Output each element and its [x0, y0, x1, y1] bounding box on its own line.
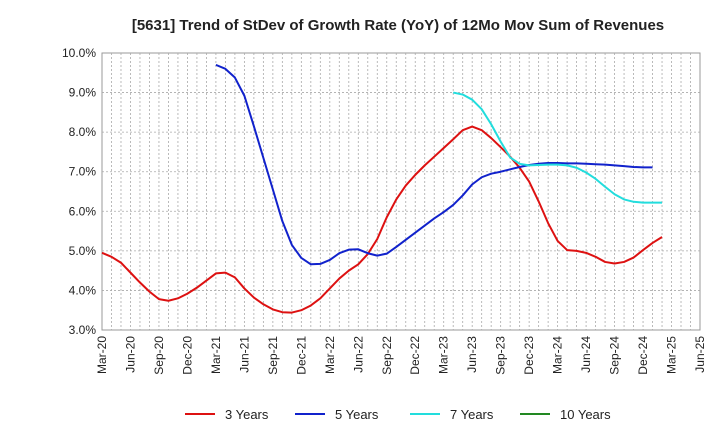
x-tick-label: Mar-22 [323, 336, 337, 374]
y-tick-label: 4.0% [69, 283, 97, 297]
series-line-3-years [101, 125, 663, 314]
y-tick-label: 10.0% [62, 46, 96, 60]
x-tick-label: Sep-20 [152, 336, 166, 375]
x-tick-label: Jun-23 [465, 336, 479, 373]
legend-label-10-years: 10 Years [560, 407, 611, 422]
chart-title: [5631] Trend of StDev of Growth Rate (Yo… [132, 17, 664, 34]
legend-label-7-years: 7 Years [450, 407, 494, 422]
x-tick-label: Mar-24 [551, 336, 565, 374]
legend-label-3-years: 3 Years [225, 407, 269, 422]
series-lines [101, 63, 663, 314]
x-tick-label: Sep-23 [494, 336, 508, 375]
x-tick-label: Dec-23 [522, 336, 536, 375]
x-tick-label: Sep-22 [380, 336, 394, 375]
x-tick-label: Jun-24 [579, 336, 593, 373]
legend: 3 Years 5 Years 7 Years 10 Years [185, 407, 611, 422]
y-tick-label: 9.0% [69, 86, 97, 100]
x-tick-label: Dec-22 [408, 336, 422, 375]
x-tick-label: Jun-25 [693, 336, 707, 373]
x-tick-label: Mar-25 [665, 336, 679, 374]
x-tick-label: Dec-20 [180, 336, 194, 375]
y-tick-label: 7.0% [69, 165, 97, 179]
x-tick-label: Jun-22 [351, 336, 365, 373]
y-tick-label: 8.0% [69, 125, 97, 139]
x-tick-label: Dec-21 [294, 336, 308, 375]
x-axis-ticks: Mar-20 Jun-20 Sep-20 Dec-20 Mar-21 Jun-21 Sep-… [95, 336, 707, 375]
x-tick-label: Sep-21 [266, 336, 280, 375]
legend-label-5-years: 5 Years [335, 407, 379, 422]
y-tick-label: 5.0% [69, 244, 97, 258]
series-line-5-years [215, 63, 653, 266]
x-tick-label: Jun-21 [237, 336, 251, 373]
x-tick-label: Mar-21 [209, 336, 223, 374]
x-tick-label: Mar-20 [95, 336, 109, 374]
x-tick-label: Sep-24 [608, 336, 622, 375]
y-tick-label: 3.0% [69, 323, 97, 337]
x-tick-label: Jun-20 [123, 336, 137, 373]
y-axis-ticks: 3.0% 4.0% 5.0% 6.0% 7.0% 8.0% 9.0% 10.0% [62, 46, 96, 337]
series-line-7-years [453, 91, 663, 204]
x-tick-label: Dec-24 [636, 336, 650, 375]
x-tick-label: Mar-23 [437, 336, 451, 374]
y-tick-label: 6.0% [69, 204, 97, 218]
